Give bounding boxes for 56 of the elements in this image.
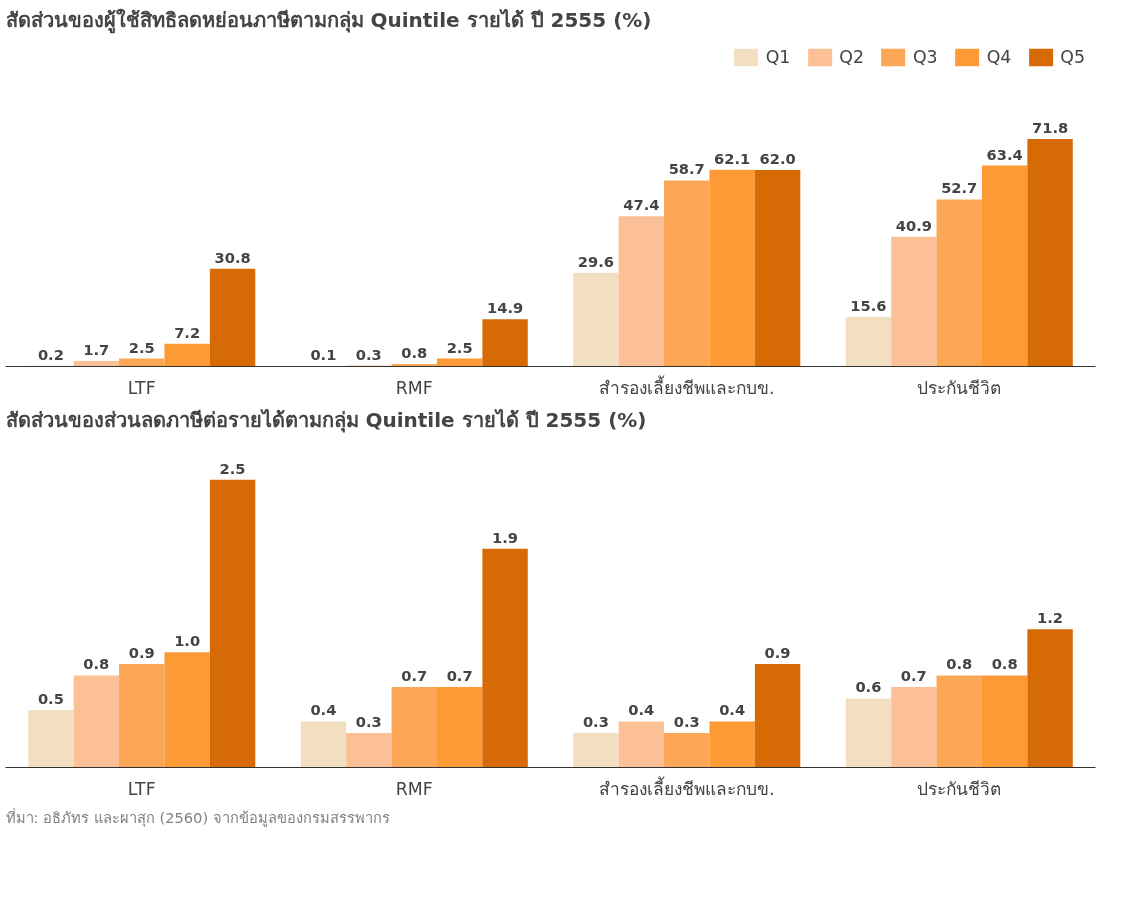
data-label: 0.8: [401, 343, 428, 361]
data-label: 62.0: [759, 149, 796, 167]
data-label: 0.3: [355, 345, 382, 363]
data-label: 0.8: [991, 655, 1018, 673]
data-label: 0.8: [946, 655, 973, 673]
data-label: 0.3: [673, 712, 700, 730]
legend-label: Q5: [1060, 47, 1085, 67]
x-tick-label: ประกันชีวิต: [917, 778, 1002, 799]
data-label: 30.8: [214, 248, 251, 266]
legend-label: Q1: [765, 47, 791, 67]
data-label: 0.2: [37, 345, 64, 363]
data-label: 47.4: [623, 196, 660, 214]
text: ที่มา: อธิภัทร และผาสุก (2560) จากข้อมูลของกรมสรรพากร: [5, 807, 390, 827]
data-label: 7.2: [174, 323, 201, 341]
data-label: 0.5: [37, 689, 64, 707]
data-label: 0.3: [582, 712, 609, 730]
data-label: 0.7: [401, 666, 428, 684]
data-label: 0.4: [628, 701, 655, 719]
chart-title: สัดส่วนของส่วนลดภาษีต่อรายได้ตามกลุ่ม Quintile รายได้ ปี 2555 (%): [5, 407, 647, 433]
x-tick-label: สำรองเลี้ยงชีพและกบข.: [599, 374, 775, 398]
data-label: 2.5: [128, 338, 155, 356]
data-label: 0.6: [855, 678, 882, 696]
legend-label: Q2: [839, 47, 864, 67]
data-label: 71.8: [1032, 118, 1069, 136]
data-label: 0.9: [128, 643, 155, 661]
data-label: 29.6: [577, 252, 615, 270]
data-label: 2.5: [446, 338, 473, 356]
x-tick-label: RMF: [395, 778, 433, 799]
x-tick-label: RMF: [395, 377, 433, 398]
data-label: 1.0: [174, 632, 201, 650]
data-label: 0.3: [355, 712, 382, 730]
x-tick-label: ประกันชีวิต: [917, 377, 1002, 398]
x-tick-label: LTF: [127, 778, 156, 799]
data-label: 0.9: [764, 643, 791, 661]
data-label: 0.1: [310, 346, 337, 364]
data-label: 58.7: [668, 160, 705, 178]
data-label: 63.4: [986, 145, 1023, 163]
data-label: 0.4: [310, 701, 337, 719]
data-label: 1.2: [1037, 609, 1064, 627]
data-label: 52.7: [941, 179, 978, 197]
x-tick-label: LTF: [127, 377, 156, 398]
data-label: 14.9: [487, 299, 524, 317]
data-label: 0.4: [719, 701, 746, 719]
data-label: 62.1: [714, 149, 751, 167]
data-label: 0.7: [446, 666, 473, 684]
data-label: 2.5: [219, 459, 246, 477]
data-label: 1.9: [492, 528, 519, 546]
data-label: 1.7: [83, 341, 110, 359]
data-label: 40.9: [895, 216, 932, 234]
legend-label: Q3: [912, 47, 938, 67]
chart-title: สัดส่วนของผู้ใช้สิทธิลดหย่อนภาษีตามกลุ่ม Quintile รายได้ ปี 2555 (%): [5, 7, 652, 34]
x-tick-label: สำรองเลี้ยงชีพและกบข.: [599, 775, 775, 799]
data-label: 0.7: [900, 666, 927, 684]
legend-label: Q4: [986, 47, 1012, 67]
data-label: 0.8: [83, 655, 110, 673]
data-label: 15.6: [850, 297, 887, 315]
